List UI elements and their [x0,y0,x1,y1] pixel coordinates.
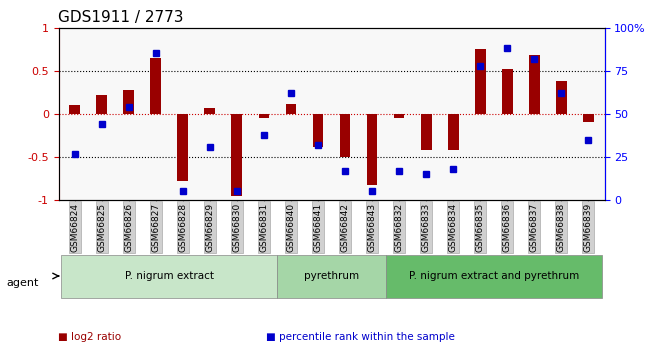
FancyBboxPatch shape [61,255,278,298]
Text: GSM66828: GSM66828 [178,203,187,252]
Bar [502,69,513,114]
Text: GSM66826: GSM66826 [124,203,133,252]
Bar [448,114,458,150]
Bar [367,114,378,185]
Bar [177,114,188,181]
Bar [394,114,404,118]
Text: ■ log2 ratio: ■ log2 ratio [58,332,122,342]
Bar [339,114,350,157]
Bar [313,114,324,147]
Bar [556,81,567,114]
Bar [205,108,215,114]
Text: GSM66831: GSM66831 [259,203,268,252]
Bar [474,49,486,114]
Bar [70,105,80,114]
Bar [124,90,134,114]
Text: GSM66841: GSM66841 [313,203,322,252]
Text: GSM66830: GSM66830 [233,203,241,252]
Bar [583,114,593,122]
Bar [529,55,539,114]
Text: GSM66838: GSM66838 [557,203,566,252]
Bar [259,114,269,118]
Text: GSM66832: GSM66832 [395,203,404,252]
Text: GSM66835: GSM66835 [476,203,485,252]
Text: P. nigrum extract and pyrethrum: P. nigrum extract and pyrethrum [409,271,578,281]
Text: GSM66843: GSM66843 [367,203,376,252]
FancyBboxPatch shape [278,255,385,298]
Text: GSM66833: GSM66833 [422,203,430,252]
Text: GSM66827: GSM66827 [151,203,161,252]
Text: GDS1911 / 2773: GDS1911 / 2773 [58,10,184,25]
Bar [421,114,432,150]
Text: GSM66825: GSM66825 [98,203,106,252]
Text: GSM66842: GSM66842 [341,203,350,252]
Text: GSM66839: GSM66839 [584,203,593,252]
Text: GSM66824: GSM66824 [70,203,79,252]
Text: agent: agent [6,278,39,288]
Bar [231,114,242,196]
Text: GSM66837: GSM66837 [530,203,539,252]
Bar [285,104,296,114]
Text: GSM66829: GSM66829 [205,203,214,252]
FancyBboxPatch shape [385,255,602,298]
Text: GSM66840: GSM66840 [287,203,296,252]
Text: ■ percentile rank within the sample: ■ percentile rank within the sample [266,332,456,342]
Text: P. nigrum extract: P. nigrum extract [125,271,214,281]
Text: GSM66836: GSM66836 [502,203,512,252]
Text: pyrethrum: pyrethrum [304,271,359,281]
Bar [150,58,161,114]
Bar [96,95,107,114]
Text: GSM66834: GSM66834 [448,203,458,252]
